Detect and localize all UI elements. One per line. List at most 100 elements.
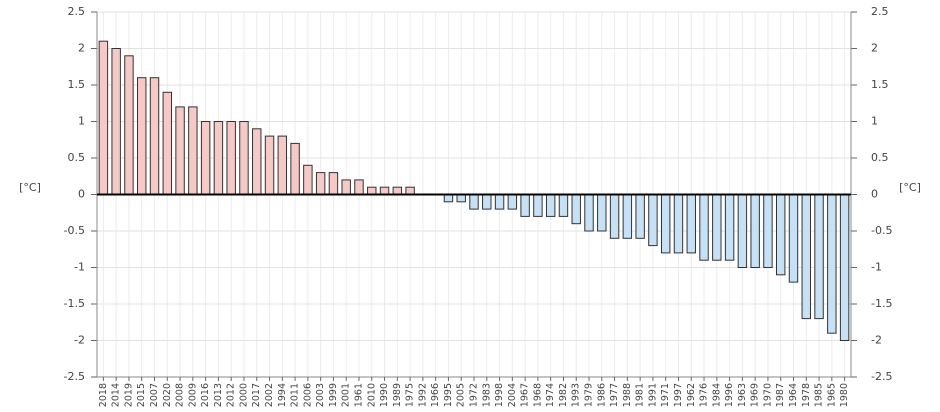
x-tick-label: 1997	[673, 383, 684, 407]
x-tick-label: 1981	[635, 383, 646, 407]
bar	[213, 121, 224, 195]
y2-tick-label: -0.5	[871, 224, 892, 237]
x-tick-label: 1963	[737, 383, 748, 407]
x-tick-label: 2014	[111, 383, 122, 407]
bar	[149, 77, 160, 195]
bar	[558, 194, 569, 217]
bar	[367, 186, 377, 195]
x-tick-label: 1972	[469, 383, 480, 407]
x-tick-label: 2018	[98, 383, 109, 407]
x-tick-label: 1974	[545, 383, 556, 407]
bar	[379, 186, 390, 195]
bar	[648, 194, 658, 247]
x-tick-label: 2008	[175, 383, 186, 407]
bar	[111, 48, 121, 195]
x-tick-label: 2003	[315, 383, 326, 407]
x-tick-label: 1978	[801, 383, 812, 407]
y-tick-label: 2.5	[68, 5, 86, 18]
bar	[520, 194, 530, 217]
x-tick-label: 1966	[430, 383, 441, 407]
bar	[712, 194, 722, 261]
bar	[162, 91, 173, 195]
y2-tick-label: -2.5	[871, 370, 892, 383]
x-tick-label: 1965	[826, 383, 837, 407]
bar	[571, 194, 581, 225]
x-tick-label: 1986	[596, 383, 607, 407]
x-tick-label: 1998	[494, 383, 505, 407]
x-tick-label: 2005	[456, 383, 467, 407]
x-tick-label: 1977	[609, 383, 620, 407]
x-tick-label: 1983	[481, 383, 492, 407]
bar	[597, 194, 607, 232]
x-tick-label: 2015	[136, 383, 147, 407]
x-tick-label: 2000	[238, 383, 249, 407]
x-tick-label: 2002	[264, 383, 275, 407]
bar	[699, 194, 709, 261]
bar	[137, 77, 147, 195]
y-tick-label: -2.5	[64, 370, 85, 383]
bar	[763, 194, 773, 268]
x-tick-label: 2013	[213, 383, 224, 407]
y2-tick-label: 2.5	[871, 5, 889, 18]
x-tick-label: 1970	[762, 383, 773, 407]
bar	[635, 194, 645, 239]
bar	[673, 194, 684, 254]
x-tick-label: 1988	[622, 383, 633, 407]
bar	[124, 55, 134, 195]
x-tick-label: 1984	[711, 383, 722, 407]
bar	[660, 194, 671, 254]
x-tick-label: 2011	[290, 383, 301, 407]
x-tick-label: 1968	[532, 383, 543, 407]
y-tick-label: 1.5	[68, 78, 86, 91]
x-tick-label: 1993	[571, 383, 582, 407]
y-tick-label: 2	[78, 42, 85, 55]
x-tick-label: 1992	[417, 383, 428, 407]
x-tick-label: 2012	[226, 383, 237, 407]
x-tick-label: 1962	[686, 383, 697, 407]
bar	[98, 40, 109, 196]
bar	[545, 194, 556, 217]
y-tick-label: -0.5	[64, 224, 85, 237]
y-tick-label: -1.5	[64, 297, 85, 310]
bar	[290, 142, 300, 195]
x-tick-label: 2004	[507, 383, 518, 407]
bar	[622, 194, 633, 239]
bar	[814, 194, 824, 320]
y2-tick-label: 2	[871, 42, 878, 55]
bar	[239, 121, 249, 195]
bar	[469, 194, 479, 210]
y-tick-label: 0	[78, 188, 85, 201]
x-tick-label: 1999	[328, 383, 339, 407]
bar	[392, 186, 403, 195]
x-tick-label: 2016	[200, 383, 211, 407]
bar	[226, 121, 236, 195]
x-tick-label: 1976	[699, 383, 710, 407]
x-tick-label: 2007	[149, 383, 160, 407]
bar	[737, 194, 748, 268]
bar	[328, 172, 339, 196]
x-tick-label: 2017	[251, 383, 262, 407]
bar	[354, 179, 364, 195]
bar	[303, 164, 313, 196]
bar	[609, 194, 620, 239]
x-tick-label: 1995	[443, 383, 454, 407]
x-tick-label: 1989	[392, 383, 403, 407]
y-tick-label: 1	[78, 115, 85, 128]
x-tick-label: 1979	[584, 383, 595, 407]
x-tick-label: 2020	[162, 383, 173, 407]
x-tick-label: 1982	[558, 383, 569, 407]
x-tick-label: 1985	[814, 383, 825, 407]
x-tick-label: 1991	[647, 383, 658, 407]
y-axis-label: [°C]	[19, 181, 41, 194]
bar	[686, 194, 696, 254]
y2-tick-label: -1.5	[871, 297, 892, 310]
bar	[252, 128, 262, 195]
x-tick-label: 1994	[277, 383, 288, 407]
bar	[775, 194, 786, 276]
x-tick-label: 1975	[405, 383, 416, 407]
bar	[405, 186, 415, 195]
y-tick-label: -2	[74, 334, 85, 347]
y2-axis-label: [°C]	[899, 181, 921, 194]
x-tick-label: 1967	[520, 383, 531, 407]
y2-tick-label: 0	[871, 188, 878, 201]
